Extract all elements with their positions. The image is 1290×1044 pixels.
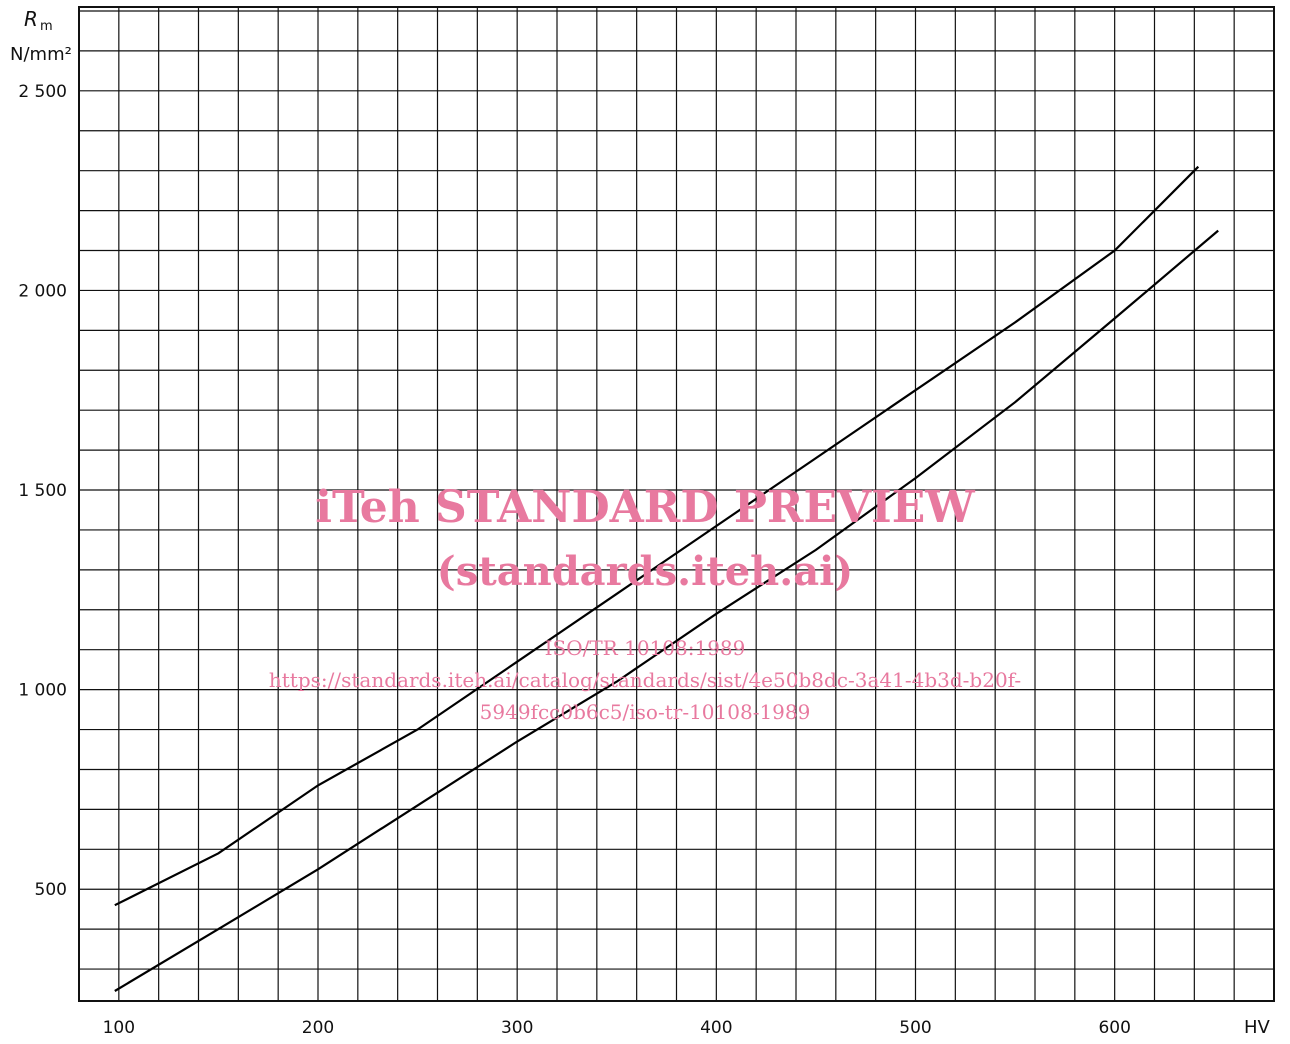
data-series: [114, 165, 1219, 992]
x-tick-label: 100: [103, 1018, 135, 1038]
y-tick-label: 500: [35, 880, 67, 900]
grid-lines: [78, 7, 1274, 1001]
x-tick-label: 200: [302, 1018, 334, 1038]
x-tick-label: 300: [501, 1018, 533, 1038]
x-tick-label: 400: [700, 1018, 732, 1038]
x-tick-label: 600: [1098, 1018, 1130, 1038]
y-tick-label: 1 500: [18, 481, 67, 501]
x-tick-label: 500: [899, 1018, 931, 1038]
y-tick-label: 1 000: [18, 681, 67, 701]
series-line-1: [114, 165, 1200, 907]
series-line-2: [114, 229, 1219, 992]
y-tick-label: 2 500: [18, 82, 67, 102]
y-axis-symbol: R: [24, 7, 38, 31]
y-tick-label: 2 000: [18, 281, 67, 301]
y-axis-unit: N/mm²: [10, 44, 72, 65]
tick-labels: 100 200 300 400 500 600 500 1 000 1 500 2 000 2 50…: [18, 82, 1131, 1038]
x-axis-label: HV: [1244, 1017, 1271, 1038]
plot-frame: [78, 6, 1275, 1002]
y-axis-subscript: m: [40, 19, 53, 34]
